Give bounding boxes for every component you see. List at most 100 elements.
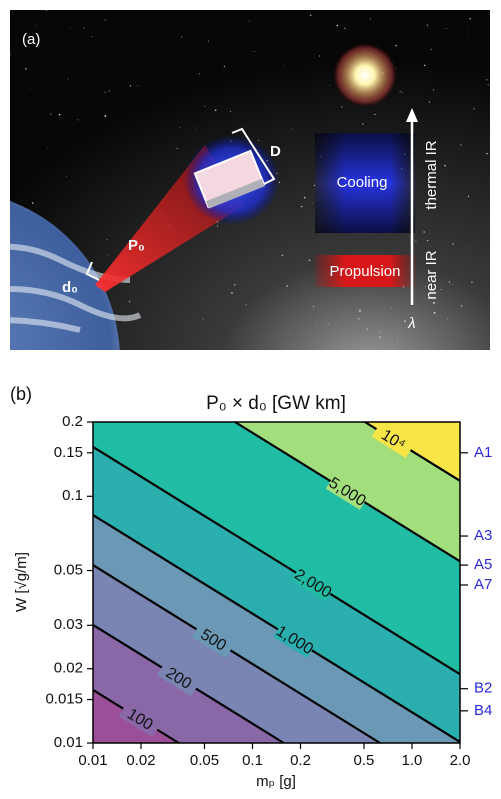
star bbox=[300, 331, 301, 332]
y-tick-label: 0.02 bbox=[54, 660, 83, 677]
star bbox=[468, 29, 469, 30]
y-tick-label: 0.01 bbox=[54, 734, 83, 751]
annotation-label: A7 bbox=[474, 576, 492, 593]
x-tick-label: 0.02 bbox=[126, 752, 155, 769]
star bbox=[107, 239, 108, 240]
panel-label: (a) bbox=[22, 31, 40, 48]
star bbox=[433, 89, 434, 90]
star bbox=[77, 119, 78, 120]
star bbox=[215, 109, 217, 111]
star bbox=[342, 315, 343, 316]
star bbox=[397, 341, 398, 342]
star bbox=[230, 111, 231, 112]
star bbox=[395, 45, 397, 47]
star bbox=[30, 88, 31, 89]
y-tick-label: 0.03 bbox=[54, 616, 83, 633]
star bbox=[337, 25, 338, 26]
star bbox=[486, 79, 487, 80]
star bbox=[59, 114, 61, 116]
star bbox=[129, 301, 131, 303]
star bbox=[310, 15, 312, 17]
star bbox=[468, 196, 469, 197]
y-tick-label: 0.15 bbox=[54, 444, 83, 461]
star bbox=[473, 108, 475, 110]
star bbox=[68, 78, 69, 79]
star bbox=[424, 65, 426, 67]
annotation-label: B2 bbox=[474, 680, 492, 697]
y-tick-label: 0.015 bbox=[45, 691, 83, 708]
star bbox=[176, 148, 177, 149]
annotation-label: A5 bbox=[474, 556, 492, 573]
star bbox=[47, 148, 48, 149]
star bbox=[181, 36, 182, 37]
star bbox=[25, 68, 27, 70]
star bbox=[84, 27, 85, 28]
star bbox=[180, 127, 181, 128]
star bbox=[208, 41, 209, 42]
star bbox=[461, 305, 463, 307]
star bbox=[104, 115, 106, 117]
star bbox=[314, 185, 315, 186]
panel-label: (b) bbox=[10, 384, 32, 404]
star bbox=[208, 117, 209, 118]
star bbox=[415, 240, 416, 241]
annotation-label: A3 bbox=[474, 527, 492, 544]
star bbox=[46, 10, 47, 11]
star bbox=[487, 84, 488, 85]
star bbox=[196, 128, 197, 129]
star bbox=[204, 106, 205, 107]
star bbox=[431, 49, 432, 50]
star bbox=[467, 34, 468, 35]
y-tick-label: 0.05 bbox=[54, 562, 83, 579]
star bbox=[357, 315, 358, 316]
star bbox=[234, 284, 235, 285]
star bbox=[367, 328, 368, 329]
star bbox=[91, 36, 92, 37]
star bbox=[360, 308, 361, 309]
star bbox=[105, 92, 106, 93]
star bbox=[429, 101, 430, 102]
star bbox=[291, 129, 292, 130]
x-tick-label: 0.1 bbox=[242, 752, 263, 769]
star bbox=[470, 18, 472, 20]
star bbox=[444, 165, 446, 167]
star bbox=[464, 248, 465, 249]
thermal-ir-label: thermal IR bbox=[423, 140, 440, 209]
star bbox=[109, 90, 111, 92]
x-tick-label: 2.0 bbox=[450, 752, 471, 769]
cooling-label: Cooling bbox=[337, 174, 388, 191]
star bbox=[32, 202, 34, 204]
star bbox=[309, 260, 311, 262]
star bbox=[486, 153, 487, 154]
star bbox=[313, 306, 315, 308]
star bbox=[391, 308, 392, 309]
star bbox=[312, 202, 313, 203]
star bbox=[362, 123, 363, 124]
star bbox=[254, 51, 255, 52]
chart-title: P₀ × d₀ [GW km] bbox=[206, 393, 346, 414]
star bbox=[105, 20, 106, 21]
lambda-label: λ bbox=[407, 315, 415, 332]
star bbox=[452, 243, 453, 244]
star bbox=[344, 28, 345, 29]
star bbox=[319, 55, 320, 56]
star bbox=[224, 66, 225, 67]
star bbox=[374, 114, 375, 115]
star bbox=[249, 21, 250, 22]
annotation-label: A1 bbox=[474, 444, 492, 461]
star bbox=[107, 255, 108, 256]
star bbox=[433, 302, 435, 304]
star bbox=[315, 323, 316, 324]
x-axis-label: mₚ [g] bbox=[256, 773, 296, 790]
star bbox=[423, 231, 425, 233]
x-tick-label: 0.5 bbox=[354, 752, 375, 769]
star bbox=[48, 46, 49, 47]
star bbox=[137, 85, 138, 86]
star bbox=[446, 28, 447, 29]
star bbox=[359, 310, 361, 312]
star bbox=[287, 285, 288, 286]
sun bbox=[333, 43, 397, 107]
propulsion-label: Propulsion bbox=[330, 263, 401, 280]
near-ir-label: near IR bbox=[423, 250, 440, 299]
